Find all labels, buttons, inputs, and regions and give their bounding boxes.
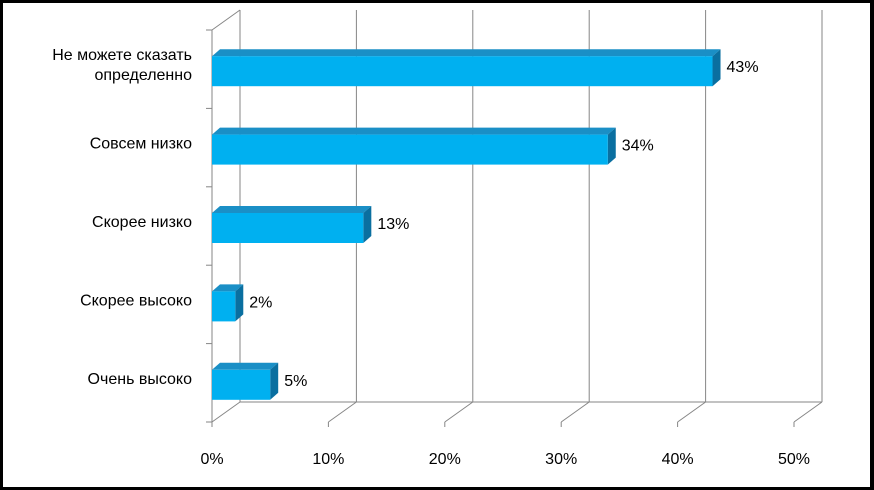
data-label-3: 2%	[249, 294, 272, 311]
x-tick-label: 30%	[545, 451, 577, 468]
side-wall-top	[211, 9, 241, 31]
gridline-floor-4	[677, 401, 706, 423]
bar-side-1	[607, 127, 616, 165]
bar-0	[212, 56, 713, 87]
gridline-floor-3	[560, 401, 590, 423]
category-label-0: Не можете сказать	[52, 47, 192, 64]
category-label-4: Очень высоко	[88, 371, 193, 388]
bar-side-3	[235, 284, 244, 322]
bar-side-2	[363, 206, 372, 243]
category-label-2: Скорее низко	[92, 214, 192, 231]
data-label-2: 13%	[377, 216, 409, 233]
x-tick-label: 40%	[662, 451, 694, 468]
data-label-1: 34%	[622, 138, 654, 155]
category-label-3: Скорее высоко	[80, 292, 192, 309]
x-tick-label: 50%	[778, 451, 810, 468]
bar-top-4	[212, 362, 279, 370]
x-tick-label: 10%	[312, 451, 344, 468]
bar-top-3	[212, 284, 244, 292]
gridline-floor-1	[328, 401, 357, 423]
gridline-floor-2	[444, 401, 474, 423]
bar-1	[212, 134, 608, 165]
bar-top-2	[212, 206, 372, 213]
bar-4	[212, 369, 271, 400]
data-label-4: 5%	[284, 373, 307, 390]
bar-side-4	[270, 362, 279, 400]
bar-top-1	[212, 127, 616, 135]
category-label-1: Совсем низко	[90, 136, 192, 153]
bar-2	[212, 213, 364, 243]
x-tick-label: 20%	[429, 451, 461, 468]
bar-3	[212, 291, 236, 322]
data-label-0: 43%	[727, 59, 759, 76]
x-tick-label: 0%	[200, 451, 223, 468]
category-label-0: определенно	[94, 67, 192, 84]
bar-top-0	[212, 49, 721, 57]
bar-side-0	[712, 49, 721, 87]
gridline-floor-0	[211, 401, 241, 423]
gridline-floor-5	[793, 401, 823, 423]
